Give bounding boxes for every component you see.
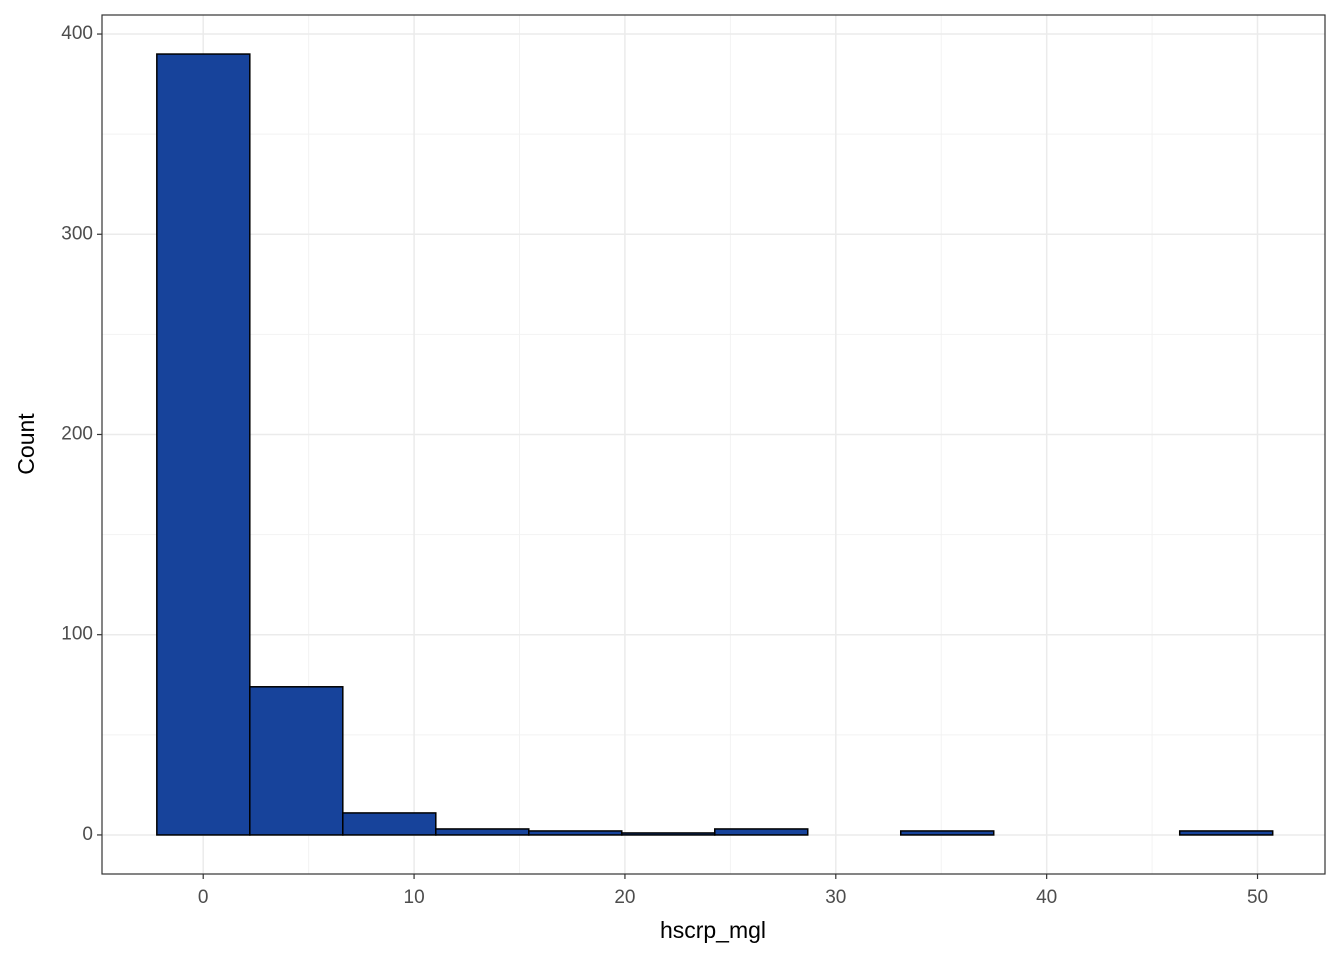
panel-border bbox=[101, 14, 1326, 875]
bar bbox=[156, 53, 251, 836]
x-tick-label: 40 bbox=[1036, 887, 1057, 908]
bar bbox=[899, 830, 995, 836]
y-tick-label: 300 bbox=[61, 223, 93, 244]
x-axis-title: hscrp_mgl bbox=[660, 917, 766, 943]
bar bbox=[1178, 830, 1274, 836]
bar bbox=[621, 832, 716, 836]
bar bbox=[714, 828, 809, 836]
y-axis-title: Count bbox=[13, 413, 39, 475]
y-tick-label: 0 bbox=[82, 824, 93, 845]
y-tick-label: 200 bbox=[61, 424, 93, 445]
y-tick-label: 400 bbox=[61, 23, 93, 44]
x-tick-label: 50 bbox=[1247, 887, 1268, 908]
bar bbox=[435, 828, 530, 836]
x-tick-label: 0 bbox=[198, 887, 209, 908]
bar bbox=[249, 686, 344, 836]
x-tick-label: 20 bbox=[614, 887, 635, 908]
x-tick-label: 30 bbox=[825, 887, 846, 908]
y-tick-label: 100 bbox=[61, 624, 93, 645]
x-tick-label: 10 bbox=[404, 887, 425, 908]
bar bbox=[342, 812, 437, 836]
bar bbox=[528, 830, 623, 836]
